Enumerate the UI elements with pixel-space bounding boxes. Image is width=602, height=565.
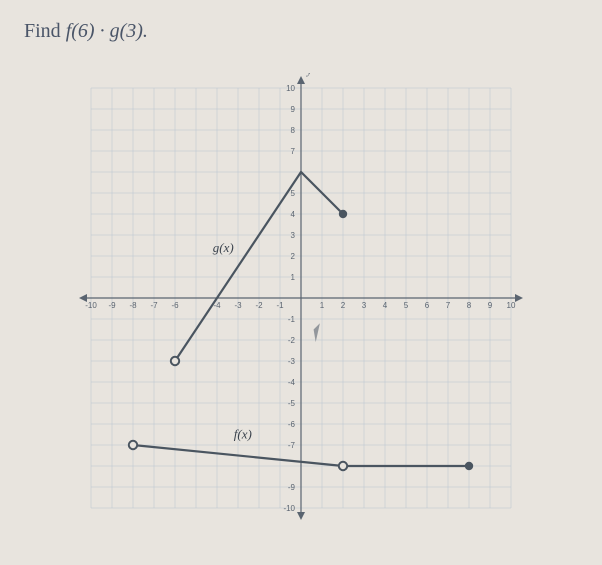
- svg-text:1: 1: [291, 273, 296, 282]
- svg-text:10: 10: [286, 84, 295, 93]
- svg-text:-9: -9: [288, 483, 296, 492]
- svg-text:10: 10: [507, 301, 516, 310]
- svg-text:8: 8: [291, 126, 296, 135]
- svg-text:-3: -3: [234, 301, 242, 310]
- svg-text:-6: -6: [171, 301, 179, 310]
- svg-text:1: 1: [320, 301, 325, 310]
- svg-text:4: 4: [383, 301, 388, 310]
- chart-container: -10 -9 -8 -7 -6 -4 -3 -2 -1 1 2 3 4 5 6 7 8 9 10 1 2 3 4 5 7 8 9 10…: [20, 73, 582, 523]
- prompt-prefix: Find: [24, 20, 66, 42]
- svg-text:2: 2: [341, 301, 346, 310]
- svg-text:-10: -10: [283, 504, 295, 513]
- svg-text:-7: -7: [288, 441, 296, 450]
- svg-text:-2: -2: [255, 301, 263, 310]
- svg-text:5: 5: [404, 301, 409, 310]
- svg-text:2: 2: [291, 252, 296, 261]
- prompt-math: f(6) · g(3).: [66, 20, 148, 42]
- svg-text:9: 9: [291, 105, 296, 114]
- svg-text:-10: -10: [85, 301, 97, 310]
- svg-text:3: 3: [291, 231, 296, 240]
- svg-text:5: 5: [291, 189, 296, 198]
- svg-text:6: 6: [425, 301, 430, 310]
- svg-text:7: 7: [446, 301, 451, 310]
- svg-text:8: 8: [467, 301, 472, 310]
- svg-text:3: 3: [362, 301, 367, 310]
- svg-text:-9: -9: [108, 301, 116, 310]
- svg-text:-5: -5: [288, 399, 296, 408]
- svg-text:-3: -3: [288, 357, 296, 366]
- question-prompt: Find f(6) · g(3).: [24, 20, 582, 43]
- svg-text:-1: -1: [288, 315, 296, 324]
- coordinate-plane: -10 -9 -8 -7 -6 -4 -3 -2 -1 1 2 3 4 5 6 7 8 9 10 1 2 3 4 5 7 8 9 10…: [76, 73, 526, 523]
- svg-text:-7: -7: [150, 301, 158, 310]
- svg-text:-1: -1: [276, 301, 284, 310]
- svg-text:-6: -6: [288, 420, 296, 429]
- svg-text:g(x): g(x): [213, 240, 234, 255]
- svg-text:-2: -2: [288, 336, 296, 345]
- svg-text:9: 9: [488, 301, 493, 310]
- svg-text:-4: -4: [288, 378, 296, 387]
- svg-text:-8: -8: [129, 301, 137, 310]
- svg-text:y: y: [306, 73, 312, 77]
- svg-text:7: 7: [291, 147, 296, 156]
- svg-text:4: 4: [291, 210, 296, 219]
- svg-text:f(x): f(x): [234, 427, 252, 442]
